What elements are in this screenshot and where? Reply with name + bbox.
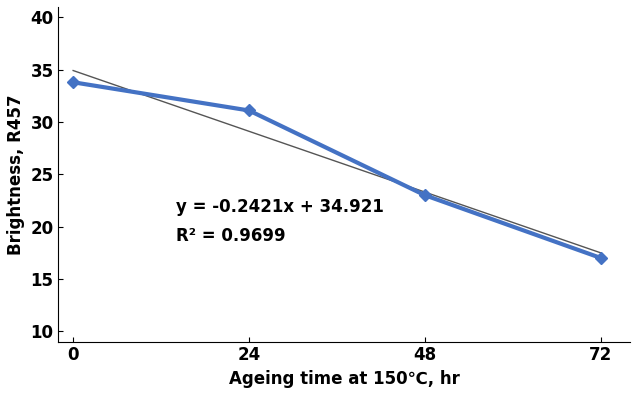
X-axis label: Ageing time at 150℃, hr: Ageing time at 150℃, hr — [229, 370, 460, 388]
Y-axis label: Brightness, R457: Brightness, R457 — [7, 94, 25, 255]
Text: y = -0.2421x + 34.921
R² = 0.9699: y = -0.2421x + 34.921 R² = 0.9699 — [176, 198, 383, 245]
